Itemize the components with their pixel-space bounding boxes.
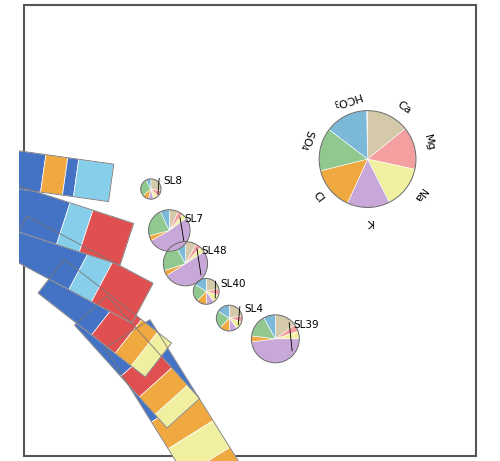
Polygon shape — [149, 230, 170, 241]
Polygon shape — [276, 315, 294, 339]
Polygon shape — [140, 368, 188, 414]
Polygon shape — [329, 111, 368, 159]
Polygon shape — [105, 319, 196, 422]
Polygon shape — [198, 291, 206, 304]
Polygon shape — [56, 203, 93, 252]
Polygon shape — [121, 347, 172, 397]
Polygon shape — [74, 296, 154, 377]
Polygon shape — [348, 159, 390, 207]
Polygon shape — [0, 149, 46, 192]
Polygon shape — [160, 210, 170, 230]
Polygon shape — [167, 252, 207, 286]
Polygon shape — [186, 242, 196, 264]
Polygon shape — [152, 394, 213, 449]
Text: SL4: SL4 — [244, 304, 264, 314]
Polygon shape — [74, 159, 114, 201]
Polygon shape — [92, 301, 142, 354]
Polygon shape — [230, 316, 242, 322]
Polygon shape — [230, 318, 237, 331]
Polygon shape — [186, 244, 200, 264]
Polygon shape — [206, 291, 218, 302]
Text: Mg: Mg — [422, 133, 436, 152]
Text: SL8: SL8 — [164, 176, 183, 186]
Polygon shape — [252, 318, 276, 339]
Polygon shape — [196, 278, 206, 291]
Polygon shape — [276, 325, 298, 339]
Polygon shape — [186, 248, 204, 264]
Polygon shape — [185, 448, 243, 461]
Text: SO$_4$: SO$_4$ — [298, 127, 318, 152]
Polygon shape — [264, 315, 276, 339]
Text: Ca: Ca — [395, 99, 412, 116]
Text: SL39: SL39 — [294, 320, 320, 330]
Polygon shape — [0, 182, 70, 244]
Polygon shape — [252, 336, 276, 342]
Polygon shape — [216, 311, 230, 327]
Polygon shape — [164, 264, 186, 276]
Polygon shape — [148, 189, 154, 199]
Text: SL7: SL7 — [184, 214, 204, 225]
Polygon shape — [155, 385, 200, 428]
Polygon shape — [319, 130, 368, 171]
Polygon shape — [206, 289, 219, 296]
Polygon shape — [194, 284, 206, 301]
Text: SL40: SL40 — [220, 278, 246, 289]
Polygon shape — [206, 291, 214, 304]
Text: K: K — [366, 217, 374, 227]
Polygon shape — [151, 189, 158, 199]
Text: HCO$_3$: HCO$_3$ — [331, 88, 365, 110]
Polygon shape — [368, 111, 405, 159]
Polygon shape — [115, 319, 158, 366]
Polygon shape — [80, 210, 134, 265]
Polygon shape — [38, 260, 118, 335]
Polygon shape — [230, 318, 241, 329]
Polygon shape — [206, 278, 219, 291]
Text: Cl: Cl — [310, 190, 325, 205]
Polygon shape — [218, 305, 230, 318]
Polygon shape — [146, 179, 151, 189]
Polygon shape — [140, 180, 151, 195]
Polygon shape — [368, 159, 415, 202]
Text: SL48: SL48 — [202, 246, 227, 256]
Polygon shape — [164, 244, 186, 271]
Polygon shape — [131, 332, 172, 377]
Polygon shape — [170, 214, 186, 230]
Polygon shape — [69, 250, 112, 301]
Polygon shape — [143, 189, 151, 199]
Polygon shape — [252, 339, 300, 363]
Polygon shape — [92, 262, 153, 323]
Polygon shape — [151, 219, 190, 251]
Polygon shape — [168, 421, 230, 461]
Polygon shape — [230, 305, 242, 318]
Polygon shape — [276, 331, 299, 339]
Polygon shape — [170, 212, 182, 230]
Polygon shape — [40, 154, 68, 195]
Polygon shape — [148, 212, 170, 236]
Polygon shape — [170, 210, 178, 230]
Polygon shape — [175, 242, 186, 264]
Polygon shape — [151, 189, 161, 196]
Polygon shape — [62, 158, 78, 197]
Polygon shape — [151, 179, 161, 191]
Polygon shape — [220, 318, 230, 331]
Polygon shape — [320, 159, 368, 203]
Text: Na: Na — [411, 186, 428, 204]
Polygon shape — [6, 216, 90, 290]
Polygon shape — [368, 129, 416, 169]
